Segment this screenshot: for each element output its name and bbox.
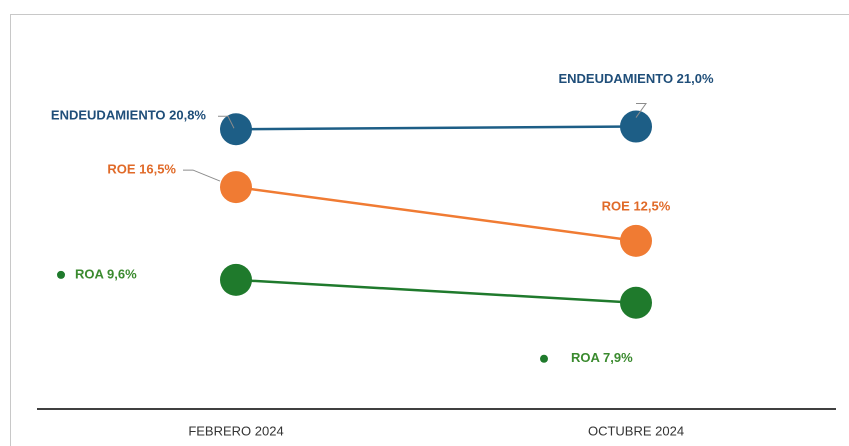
marker: [220, 113, 252, 146]
frame: [10, 14, 849, 446]
data-label: ENDEUDAMIENTO 21,0%: [558, 71, 714, 86]
x-tick-label: FEBRERO 2024: [188, 423, 283, 438]
x-tick-label: OCTUBRE 2024: [588, 423, 684, 438]
series-line: [235, 125, 637, 131]
data-label: ROA 7,9%: [571, 350, 633, 365]
leader-line: [218, 115, 235, 129]
data-label: ROE 16,5%: [107, 162, 176, 177]
marker: [220, 171, 252, 204]
series-line: [235, 185, 637, 243]
series-line: [235, 278, 637, 304]
label-key: [540, 354, 548, 363]
leader-line: [183, 169, 221, 182]
data-label: ENDEUDAMIENTO 20,8%: [51, 108, 207, 123]
marker: [620, 286, 652, 319]
marker: [220, 263, 252, 296]
data-label: ROE 12,5%: [602, 198, 671, 213]
marker: [620, 110, 652, 143]
label-key: [57, 270, 65, 279]
data-label: ROA 9,6%: [75, 266, 137, 281]
leader-line: [635, 103, 647, 118]
marker: [620, 224, 652, 257]
